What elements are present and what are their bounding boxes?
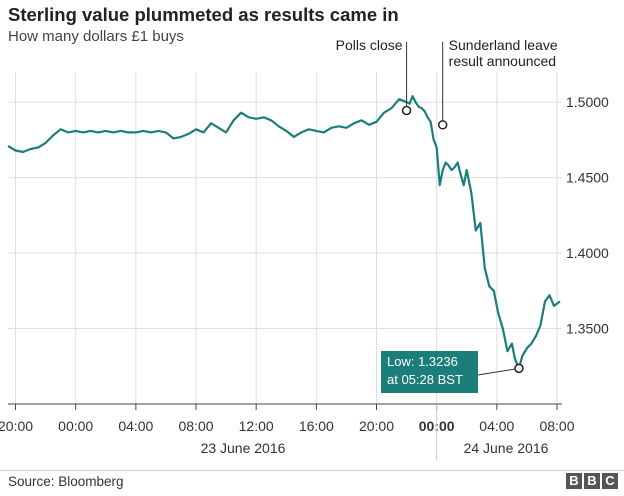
x-tick-label: 08:00 xyxy=(539,418,574,434)
x-tick-label: 00:00 xyxy=(58,418,93,434)
y-tick-label: 1.4000 xyxy=(566,245,609,261)
low-callout-line1: Low: 1.3236 xyxy=(387,354,458,369)
sunderland-marker xyxy=(437,120,448,130)
polls-close-label: Polls close xyxy=(336,37,403,53)
x-tick-label: 20:00 xyxy=(359,418,394,434)
source-note: Source: Bloomberg xyxy=(8,474,124,489)
y-tick-label: 1.4500 xyxy=(566,170,609,186)
sunderland-label-2: result announced xyxy=(449,53,556,69)
low-callout: Low: 1.3236 at 05:28 BST xyxy=(381,351,478,393)
footer-divider xyxy=(0,470,624,471)
x-tick-label: 08:00 xyxy=(178,418,213,434)
x-tick-label: 20:00 xyxy=(0,418,33,434)
x-tick-label: 12:00 xyxy=(239,418,274,434)
polls-close-marker xyxy=(401,105,412,116)
y-tick-label: 1.3500 xyxy=(566,321,609,337)
bbc-logo-letter: B xyxy=(566,473,582,489)
chart-title: Sterling value plummeted as results came… xyxy=(8,4,399,25)
bbc-logo-letter: C xyxy=(602,473,618,489)
sunderland-label: Sunderland leave xyxy=(449,37,558,53)
date-label: 23 June 2016 xyxy=(201,440,286,456)
low-callout-line2: at 05:28 BST xyxy=(387,372,463,387)
chart-subtitle: How many dollars £1 buys xyxy=(8,28,184,45)
date-label: 24 June 2016 xyxy=(464,440,549,456)
y-tick-label: 1.5000 xyxy=(566,94,609,110)
sterling-series-line xyxy=(7,94,561,370)
x-tick-label: 04:00 xyxy=(118,418,153,434)
x-tick-label: 16:00 xyxy=(299,418,334,434)
x-tick-label: 04:00 xyxy=(479,418,514,434)
low-marker xyxy=(514,363,524,374)
bbc-logo-letter: B xyxy=(584,473,600,489)
bbc-logo: B B C xyxy=(566,473,618,489)
low-leader xyxy=(477,367,520,376)
